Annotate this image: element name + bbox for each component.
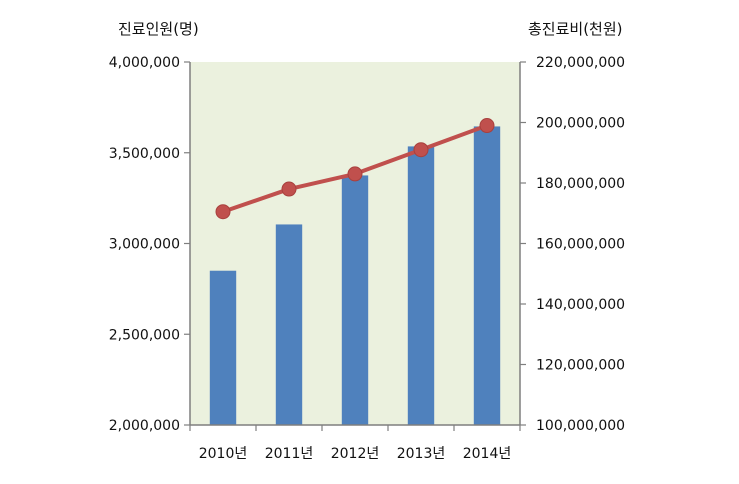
x-tick-label-3: 2013년 — [397, 446, 446, 462]
right-tick-label-1: 120,000,000 — [536, 358, 625, 374]
bar-4 — [473, 126, 501, 426]
line-point-2 — [347, 166, 363, 182]
left-tick-label-0: 2,000,000 — [109, 418, 180, 434]
left-axis-title: 진료인원(명) — [118, 20, 199, 38]
right-tick-label-2: 140,000,000 — [536, 297, 625, 313]
left-tick-label-3: 3,500,000 — [109, 146, 180, 162]
line-point-4 — [479, 118, 495, 134]
x-tick-label-1: 2011년 — [265, 446, 314, 462]
bar-3 — [407, 146, 435, 425]
x-tick-label-4: 2014년 — [463, 446, 512, 462]
bar-2 — [341, 175, 369, 425]
line-point-3 — [413, 142, 429, 158]
left-tick-label-1: 2,500,000 — [109, 327, 180, 343]
left-tick-label-2: 3,000,000 — [109, 237, 180, 253]
right-tick-label-3: 160,000,000 — [536, 237, 625, 253]
right-tick-label-6: 220,000,000 — [536, 55, 625, 71]
line-point-1 — [281, 181, 297, 197]
bar-1 — [275, 224, 303, 425]
right-axis-title: 총진료비(천원) — [528, 20, 623, 38]
x-tick-label-0: 2010년 — [199, 446, 248, 462]
left-tick-label-4: 4,000,000 — [109, 55, 180, 71]
right-tick-label-5: 200,000,000 — [536, 116, 625, 132]
right-tick-label-0: 100,000,000 — [536, 418, 625, 434]
bar-0 — [209, 270, 237, 425]
x-tick-label-2: 2012년 — [331, 446, 380, 462]
line-point-0 — [215, 204, 231, 220]
right-tick-label-4: 180,000,000 — [536, 176, 625, 192]
